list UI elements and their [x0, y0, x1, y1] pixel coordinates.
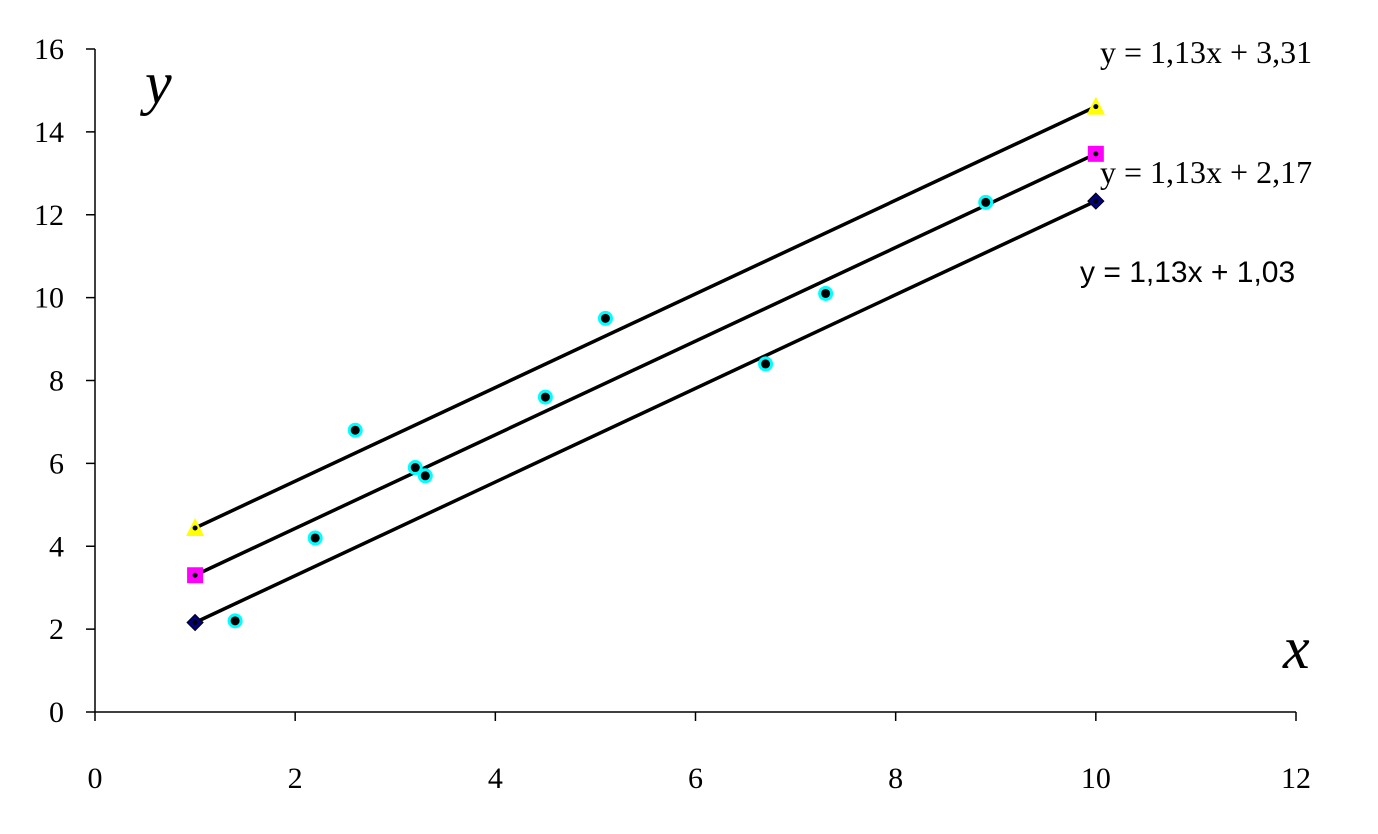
line-end-markers — [186, 96, 1105, 632]
y-tick-label: 12 — [34, 199, 64, 232]
data-point — [230, 616, 240, 626]
x-tick-label: 10 — [1081, 762, 1111, 795]
y-axis-title: y — [139, 50, 172, 116]
data-point — [600, 313, 610, 323]
y-tick-label: 4 — [49, 530, 64, 563]
y-tick-label: 16 — [34, 33, 64, 66]
fit-line-1 — [194, 105, 1097, 530]
equation-label-2: y = 1,13x + 2,17 — [1100, 154, 1312, 190]
fit-lines — [194, 105, 1097, 625]
y-tick-label: 2 — [49, 613, 64, 646]
fit-line-2 — [194, 152, 1097, 577]
x-tick-label: 12 — [1281, 762, 1311, 795]
data-point — [821, 288, 831, 298]
equation-label-3: y = 1,13x + 1,03 — [1080, 256, 1295, 289]
data-points — [227, 194, 994, 629]
data-point — [350, 425, 360, 435]
line-endpoint-dot — [1093, 104, 1099, 110]
x-tick-label: 4 — [488, 762, 503, 795]
y-tick-label: 8 — [49, 365, 64, 398]
y-tick-label: 0 — [49, 696, 64, 729]
y-tick-label: 6 — [49, 447, 64, 480]
x-tick-label: 0 — [88, 762, 103, 795]
line-endpoint-dot — [1093, 198, 1099, 204]
data-point — [981, 197, 991, 207]
x-tick-label: 8 — [888, 762, 903, 795]
y-tick-label: 10 — [34, 282, 64, 315]
equation-label-1: y = 1,13x + 3,31 — [1100, 34, 1312, 70]
x-tick-label: 2 — [288, 762, 303, 795]
axes: 0 2 4 6 8 10 12 0 2 4 6 8 10 12 14 16 — [34, 33, 1311, 795]
x-tick-label: 6 — [688, 762, 703, 795]
fit-line-3 — [194, 199, 1097, 625]
line-endpoint-dot — [1093, 151, 1099, 157]
data-point — [420, 471, 430, 481]
data-point — [310, 533, 320, 543]
labels: y x y = 1,13x + 3,31 y = 1,13x + 2,17 y = 1,… — [139, 34, 1312, 681]
data-point — [761, 359, 771, 369]
y-tick-label: 14 — [34, 116, 64, 149]
data-point — [540, 392, 550, 402]
x-axis-title: x — [1282, 615, 1310, 681]
line-endpoint-dot — [192, 619, 198, 625]
line-endpoint-dot — [192, 525, 198, 531]
line-endpoint-dot — [192, 572, 198, 578]
data-point — [410, 463, 420, 473]
